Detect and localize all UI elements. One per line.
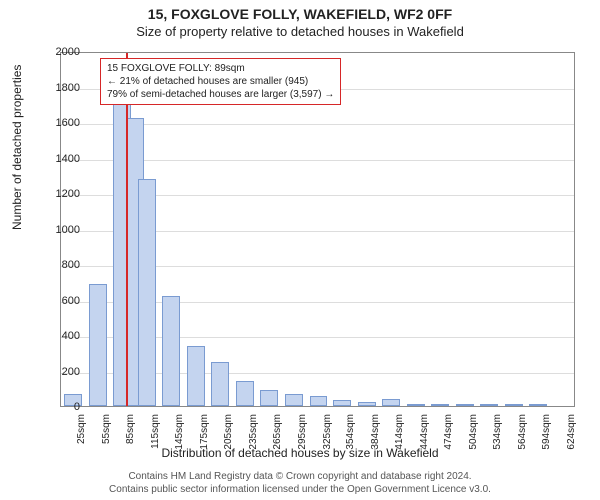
x-tick-label: 175sqm bbox=[199, 414, 210, 450]
x-tick-label: 534sqm bbox=[492, 414, 503, 450]
histogram-bar bbox=[333, 400, 351, 406]
histogram-bar bbox=[358, 402, 376, 406]
y-tick-label: 1800 bbox=[40, 82, 80, 94]
histogram-bar bbox=[236, 381, 254, 406]
annotation-line2: ← 21% of detached houses are smaller (94… bbox=[107, 75, 334, 88]
y-tick-label: 200 bbox=[40, 366, 80, 378]
x-tick-label: 414sqm bbox=[394, 414, 405, 450]
x-tick-label: 115sqm bbox=[150, 414, 161, 449]
marker-line bbox=[126, 53, 128, 406]
annotation-line1: 15 FOXGLOVE FOLLY: 89sqm bbox=[107, 62, 334, 75]
histogram-bar bbox=[187, 346, 205, 406]
y-tick-label: 1400 bbox=[40, 153, 80, 165]
annotation-line3: 79% of semi-detached houses are larger (… bbox=[107, 88, 334, 101]
x-tick-label: 205sqm bbox=[223, 414, 234, 450]
y-tick-label: 600 bbox=[40, 295, 80, 307]
plot-region bbox=[60, 52, 575, 407]
y-tick-label: 800 bbox=[40, 259, 80, 271]
histogram-bar bbox=[89, 284, 107, 406]
x-tick-label: 474sqm bbox=[443, 414, 454, 450]
histogram-bar bbox=[260, 390, 278, 406]
histogram-bar bbox=[480, 404, 498, 406]
x-tick-label: 55sqm bbox=[101, 414, 112, 444]
histogram-bar bbox=[529, 404, 547, 406]
histogram-bar bbox=[431, 404, 449, 406]
x-tick-label: 295sqm bbox=[297, 414, 308, 450]
y-tick-label: 1600 bbox=[40, 117, 80, 129]
x-tick-label: 624sqm bbox=[566, 414, 577, 450]
page-title: 15, FOXGLOVE FOLLY, WAKEFIELD, WF2 0FF bbox=[0, 0, 600, 22]
x-tick-label: 265sqm bbox=[272, 414, 283, 450]
x-tick-label: 145sqm bbox=[174, 414, 185, 450]
histogram-bar bbox=[310, 396, 328, 406]
chart-container: 15, FOXGLOVE FOLLY, WAKEFIELD, WF2 0FF S… bbox=[0, 0, 600, 500]
y-tick-label: 1000 bbox=[40, 224, 80, 236]
x-tick-label: 384sqm bbox=[370, 414, 381, 450]
x-axis-label: Distribution of detached houses by size … bbox=[0, 446, 600, 460]
x-tick-label: 354sqm bbox=[345, 414, 356, 450]
footer: Contains HM Land Registry data © Crown c… bbox=[0, 470, 600, 496]
histogram-bar bbox=[407, 404, 425, 406]
y-tick-label: 2000 bbox=[40, 46, 80, 58]
footer-line1: Contains HM Land Registry data © Crown c… bbox=[0, 470, 600, 483]
annotation-box: 15 FOXGLOVE FOLLY: 89sqm ← 21% of detach… bbox=[100, 58, 341, 105]
x-tick-label: 594sqm bbox=[541, 414, 552, 450]
histogram-bar bbox=[505, 404, 523, 406]
y-tick-label: 1200 bbox=[40, 188, 80, 200]
x-tick-label: 504sqm bbox=[468, 414, 479, 450]
footer-line2: Contains public sector information licen… bbox=[0, 483, 600, 496]
x-ticks: 25sqm 55sqm 85sqm 115sqm 145sqm 175sqm 205sqm 2… bbox=[60, 410, 575, 450]
x-tick-label: 564sqm bbox=[517, 414, 528, 450]
chart-area: 15 FOXGLOVE FOLLY: 89sqm ← 21% of detach… bbox=[60, 52, 575, 407]
x-tick-label: 85sqm bbox=[125, 414, 136, 444]
x-tick-label: 444sqm bbox=[419, 414, 430, 450]
histogram-bar bbox=[285, 394, 303, 406]
histogram-bar bbox=[162, 296, 180, 406]
histogram-bar bbox=[138, 179, 156, 406]
histogram-bar bbox=[456, 404, 474, 406]
histogram-bar bbox=[211, 362, 229, 406]
y-axis-label: Number of detached properties bbox=[10, 65, 24, 230]
chart-subtitle: Size of property relative to detached ho… bbox=[0, 22, 600, 39]
y-tick-label: 400 bbox=[40, 330, 80, 342]
x-tick-label: 235sqm bbox=[248, 414, 259, 450]
histogram-bar bbox=[382, 399, 400, 406]
x-tick-label: 325sqm bbox=[322, 414, 333, 450]
x-tick-label: 25sqm bbox=[76, 414, 87, 444]
